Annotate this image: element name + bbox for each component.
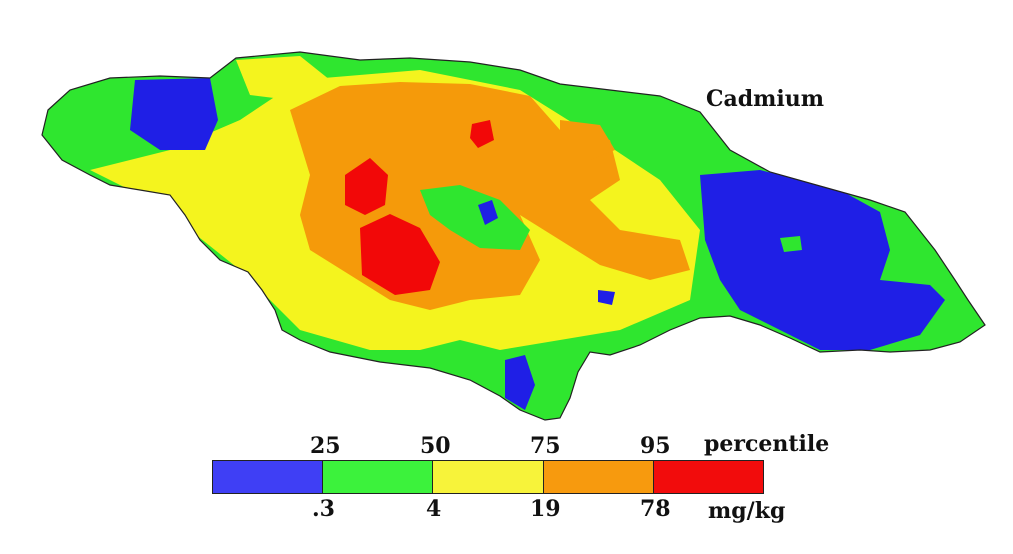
red-zone-2 [360, 214, 440, 295]
blue-zone-south [505, 355, 535, 410]
value-tick-4: 78 [640, 496, 671, 522]
blue-zone-east [700, 170, 945, 350]
legend-swatch-5 [653, 461, 764, 493]
percentile-tick-25: 25 [310, 433, 341, 459]
percentile-tick-50: 50 [420, 433, 451, 459]
yellow-zone-north [236, 56, 330, 100]
legend-swatch-1 [213, 461, 324, 493]
value-tick-1: .3 [312, 496, 335, 522]
red-zone-1 [345, 158, 388, 215]
percentile-tick-75: 75 [530, 433, 561, 459]
red-zone-3 [470, 120, 494, 148]
orange-zone-east [560, 120, 615, 160]
green-speck [780, 236, 802, 252]
legend-swatch-2 [323, 461, 434, 493]
unit-label: mg/kg [708, 498, 786, 524]
color-legend [212, 460, 764, 494]
blue-zone-west [130, 78, 218, 150]
legend-swatch-3 [433, 461, 544, 493]
map-title: Cadmium [706, 86, 825, 112]
value-tick-2: 4 [426, 496, 442, 522]
green-interior [420, 185, 530, 250]
blue-zone-small [478, 200, 498, 225]
percentile-tick-95: 95 [640, 433, 671, 459]
legend-swatch-4 [543, 461, 654, 493]
value-tick-3: 19 [530, 496, 561, 522]
blue-zone-small-2 [598, 290, 615, 305]
percentile-label: percentile [704, 431, 830, 457]
